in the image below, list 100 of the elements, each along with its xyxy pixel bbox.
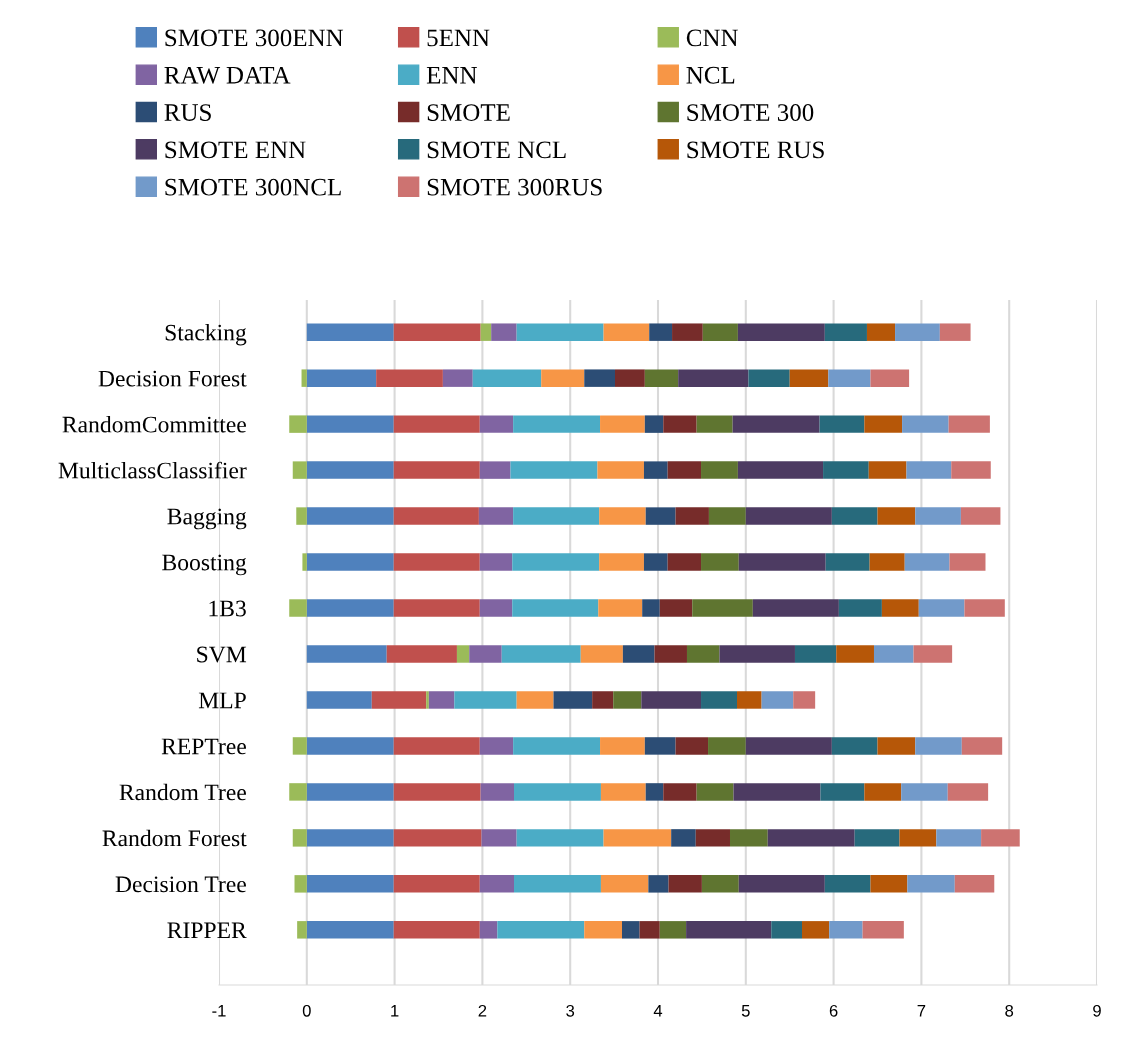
- bar: [393, 737, 480, 755]
- bar: [600, 783, 646, 801]
- bar: [497, 921, 585, 939]
- bar: [644, 737, 676, 755]
- legend-label: 5ENN: [427, 29, 490, 47]
- bar: [644, 369, 679, 387]
- legend-label: RAW DATA: [164, 66, 291, 84]
- y-tick-label: 1B3: [209, 600, 246, 617]
- x-tick-label: 9: [1093, 1004, 1101, 1017]
- bar: [480, 323, 492, 341]
- bar: [641, 691, 702, 709]
- bar: [297, 921, 307, 939]
- x-tick-label: 1: [391, 1005, 399, 1017]
- bar: [895, 323, 940, 341]
- bar: [514, 783, 601, 801]
- bar: [479, 599, 513, 617]
- y-tick-label: Random Forest: [102, 829, 247, 847]
- bar: [306, 415, 394, 433]
- bar: [748, 369, 790, 387]
- bar: [393, 461, 480, 479]
- bar: [639, 921, 660, 939]
- bar: [696, 783, 734, 801]
- bar: [292, 737, 307, 755]
- bar: [306, 875, 394, 893]
- bar: [836, 645, 874, 663]
- bar: [686, 921, 772, 939]
- bar: [870, 875, 908, 893]
- bar: [902, 415, 949, 433]
- bar: [649, 323, 673, 341]
- bar: [600, 737, 645, 755]
- y-tick-label: Bagging: [167, 508, 247, 530]
- bar: [645, 783, 664, 801]
- bar: [393, 553, 480, 571]
- bar: [643, 553, 668, 571]
- bar: [696, 415, 733, 433]
- bar: [580, 645, 623, 663]
- bar: [828, 369, 871, 387]
- bar: [292, 829, 307, 847]
- legend-label: CNN: [686, 29, 738, 47]
- bar: [510, 461, 598, 479]
- bar: [600, 875, 649, 893]
- bar: [801, 921, 830, 939]
- bar: [668, 875, 702, 893]
- bar: [393, 507, 479, 525]
- bar: [491, 323, 517, 341]
- bar: [906, 461, 952, 479]
- x-tick-label: 8: [1005, 1004, 1014, 1017]
- bar: [831, 507, 878, 525]
- bar: [961, 737, 1003, 755]
- legend-label: SMOTE 300NCL: [165, 178, 341, 196]
- bar: [306, 783, 394, 801]
- bar: [479, 553, 513, 571]
- bar: [701, 461, 738, 479]
- bar: [820, 783, 865, 801]
- bar: [745, 507, 832, 525]
- bar: [614, 369, 645, 387]
- bar: [501, 645, 581, 663]
- bar: [737, 323, 825, 341]
- bar: [752, 599, 839, 617]
- bar: [456, 645, 470, 663]
- bar: [877, 737, 916, 755]
- bar: [904, 553, 950, 571]
- bar: [479, 415, 514, 433]
- bar: [371, 691, 427, 709]
- bar: [393, 829, 482, 847]
- bar: [701, 875, 739, 893]
- bar: [513, 415, 601, 433]
- bar: [738, 553, 826, 571]
- bar: [478, 507, 514, 525]
- x-tick-label: 5: [741, 1005, 750, 1017]
- bar: [732, 415, 820, 433]
- bar: [479, 875, 515, 893]
- bar: [659, 599, 693, 617]
- bar: [292, 461, 307, 479]
- bar: [947, 783, 989, 801]
- bar: [745, 737, 832, 755]
- bar: [960, 507, 1001, 525]
- bar: [948, 415, 990, 433]
- bar: [864, 415, 903, 433]
- bar: [393, 323, 481, 341]
- bar: [864, 783, 902, 801]
- y-tick-label: Decision Forest: [98, 370, 247, 387]
- bar: [667, 553, 702, 571]
- bar: [514, 875, 601, 893]
- bar: [733, 783, 821, 801]
- bar: [592, 691, 614, 709]
- legend-label: SMOTE 300ENN: [165, 29, 344, 47]
- bar: [949, 553, 986, 571]
- bar: [719, 645, 795, 663]
- bar: [789, 369, 829, 387]
- legend-label: SMOTE 300RUS: [427, 178, 602, 196]
- bar: [824, 875, 871, 893]
- bar: [301, 369, 307, 387]
- bar: [901, 783, 948, 801]
- bar: [678, 369, 749, 387]
- bar: [296, 507, 307, 525]
- bar: [479, 461, 511, 479]
- bar: [663, 783, 697, 801]
- bar: [648, 875, 669, 893]
- bar: [393, 599, 480, 617]
